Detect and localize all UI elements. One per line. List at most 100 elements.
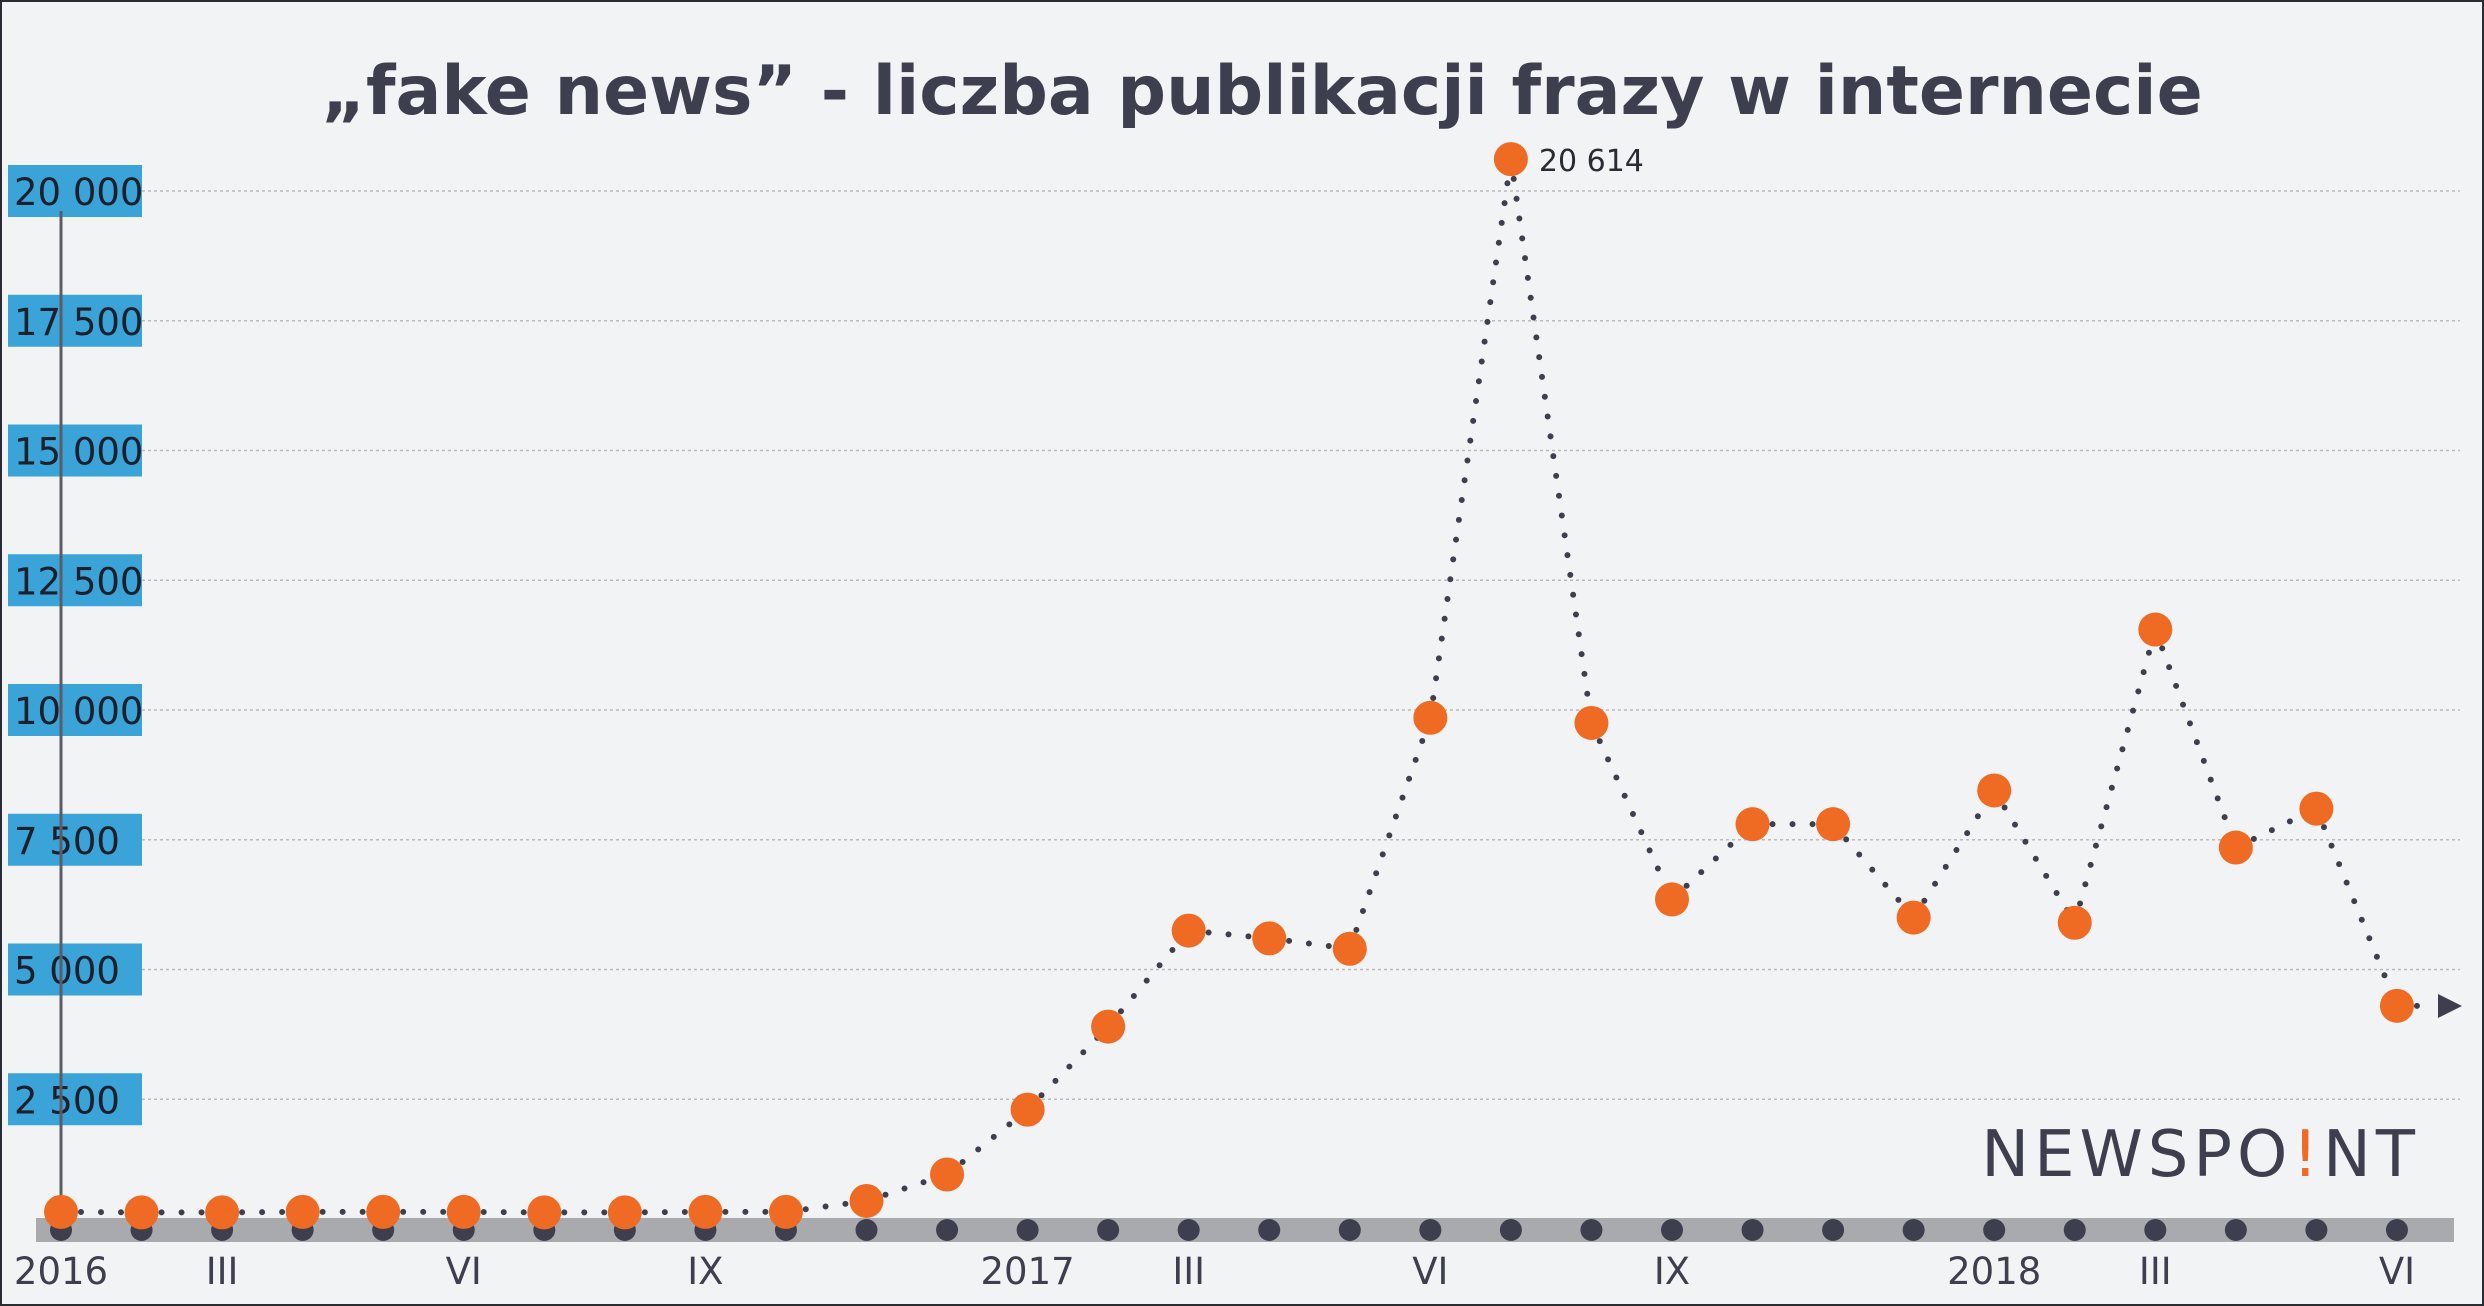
- series-connector: [1024, 1023, 1112, 1113]
- x-tick-label: 2017: [981, 1250, 1075, 1293]
- series-connector: [2313, 805, 2400, 1009]
- data-point: [2218, 830, 2253, 865]
- x-tick-label: III: [206, 1250, 239, 1293]
- data-point: [1413, 700, 1448, 735]
- data-point: [44, 1194, 78, 1229]
- data-point: [1655, 882, 1689, 917]
- logo-accent: !: [2292, 1118, 2323, 1192]
- y-tick-label-bg: [8, 554, 142, 607]
- data-point: [2299, 791, 2334, 826]
- series-connector: [2071, 626, 2159, 926]
- data-point: [2138, 612, 2173, 647]
- grid-lines: [142, 190, 2460, 1100]
- logo-text-end: NT: [2323, 1118, 2420, 1192]
- series-connector: [460, 1208, 548, 1216]
- y-tick-label: 12 500: [14, 560, 143, 603]
- trend-arrow-icon: [2438, 994, 2462, 1018]
- series-connector: [58, 1208, 145, 1216]
- data-point: [688, 1194, 723, 1229]
- series-connector: [1669, 821, 1756, 903]
- y-tick-label: 5 000: [14, 950, 120, 993]
- x-tick-label: III: [1172, 1250, 1205, 1293]
- y-tick-label-bg: [8, 813, 142, 866]
- x-tick-label: III: [2139, 1250, 2172, 1293]
- series-connector: [1910, 787, 1998, 921]
- series-connector: [1588, 719, 1675, 903]
- series-connector: [782, 1197, 870, 1215]
- data-point: [1735, 807, 1770, 842]
- series-connector: [621, 1208, 709, 1216]
- data-point: [205, 1195, 240, 1230]
- annotations: 20 614: [1539, 144, 1644, 179]
- series-connectors: [58, 156, 2437, 1216]
- x-tick-label: IX: [687, 1250, 723, 1293]
- series-points: [44, 142, 2414, 1230]
- data-point: [930, 1157, 965, 1192]
- data-point: [849, 1183, 884, 1218]
- y-tick-label: 15 000: [14, 431, 143, 474]
- baseline-marker: [2144, 1219, 2167, 1241]
- data-point: [285, 1194, 320, 1229]
- baseline-marker: [1338, 1219, 1361, 1241]
- baseline-marker: [2305, 1219, 2328, 1241]
- y-axis: 2 500 5 000 7 500 10 000 12 500 15 000 17 500 2…: [8, 165, 143, 1228]
- baseline-marker: [1499, 1219, 1522, 1241]
- y-tick-label-bg: [8, 943, 142, 996]
- data-point: [1574, 705, 1609, 740]
- series-connector: [1507, 156, 1595, 726]
- data-point: [1010, 1092, 1045, 1127]
- data-point: [1091, 1009, 1126, 1044]
- y-tick-label-bg: [8, 294, 142, 347]
- series-connector: [1266, 935, 1353, 952]
- data-point: [1816, 807, 1851, 842]
- chart-title: „fake news” - liczba publikacji frazy w …: [321, 52, 2203, 131]
- baseline-marker: [1902, 1219, 1925, 1241]
- data-point: [1896, 900, 1931, 935]
- y-tick-label: 20 000: [14, 171, 143, 214]
- series-connector: [1830, 821, 1917, 921]
- baseline-band: [36, 1218, 2454, 1242]
- baseline-marker: [1097, 1219, 1120, 1241]
- baseline-marker: [1661, 1219, 1683, 1241]
- y-tick-label: 7 500: [14, 820, 120, 863]
- x-tick-label: VI: [1412, 1250, 1448, 1293]
- baseline-marker: [2224, 1219, 2247, 1241]
- data-point: [527, 1195, 562, 1230]
- data-point: [1252, 921, 1287, 956]
- series-connector: [1427, 156, 1514, 721]
- x-tick-label: 2016: [14, 1250, 108, 1293]
- baseline-marker: [1580, 1219, 1603, 1241]
- x-tick-label: VI: [2379, 1250, 2415, 1293]
- series-connector: [1105, 927, 1192, 1030]
- y-tick-label-bg: [8, 165, 142, 217]
- baseline-marker: [2385, 1219, 2408, 1241]
- y-tick-label-bg: [8, 1073, 142, 1126]
- data-point: [446, 1194, 481, 1229]
- newspoint-logo: NEWSPO!NT: [1981, 1118, 2420, 1192]
- data-point: [768, 1194, 803, 1229]
- series-connector: [863, 1171, 951, 1204]
- logo-text-start: NEWSPO: [1981, 1118, 2292, 1192]
- baseline-marker: [936, 1219, 959, 1241]
- baseline-marker: [1983, 1219, 2006, 1241]
- baseline-marker: [1822, 1219, 1845, 1241]
- x-tick-label: 2018: [1947, 1250, 2041, 1293]
- baseline-marker: [1258, 1219, 1281, 1241]
- x-tick-label: IX: [1654, 1250, 1690, 1293]
- baseline-marker: [1419, 1219, 1442, 1241]
- series-connector: [2152, 626, 2239, 851]
- series-connector: [1346, 714, 1434, 952]
- baseline-marker: [2063, 1219, 2086, 1241]
- series-connector: [944, 1106, 1031, 1178]
- peak-value-label: 20 614: [1539, 144, 1644, 179]
- data-point: [2057, 905, 2092, 940]
- baseline-marker: [855, 1219, 878, 1241]
- baseline-marker: [1741, 1219, 1764, 1241]
- x-tick-label: VI: [446, 1250, 482, 1293]
- data-point: [607, 1195, 642, 1230]
- data-point: [366, 1194, 401, 1229]
- data-point: [1493, 142, 1528, 177]
- baseline-marker: [1016, 1219, 1039, 1241]
